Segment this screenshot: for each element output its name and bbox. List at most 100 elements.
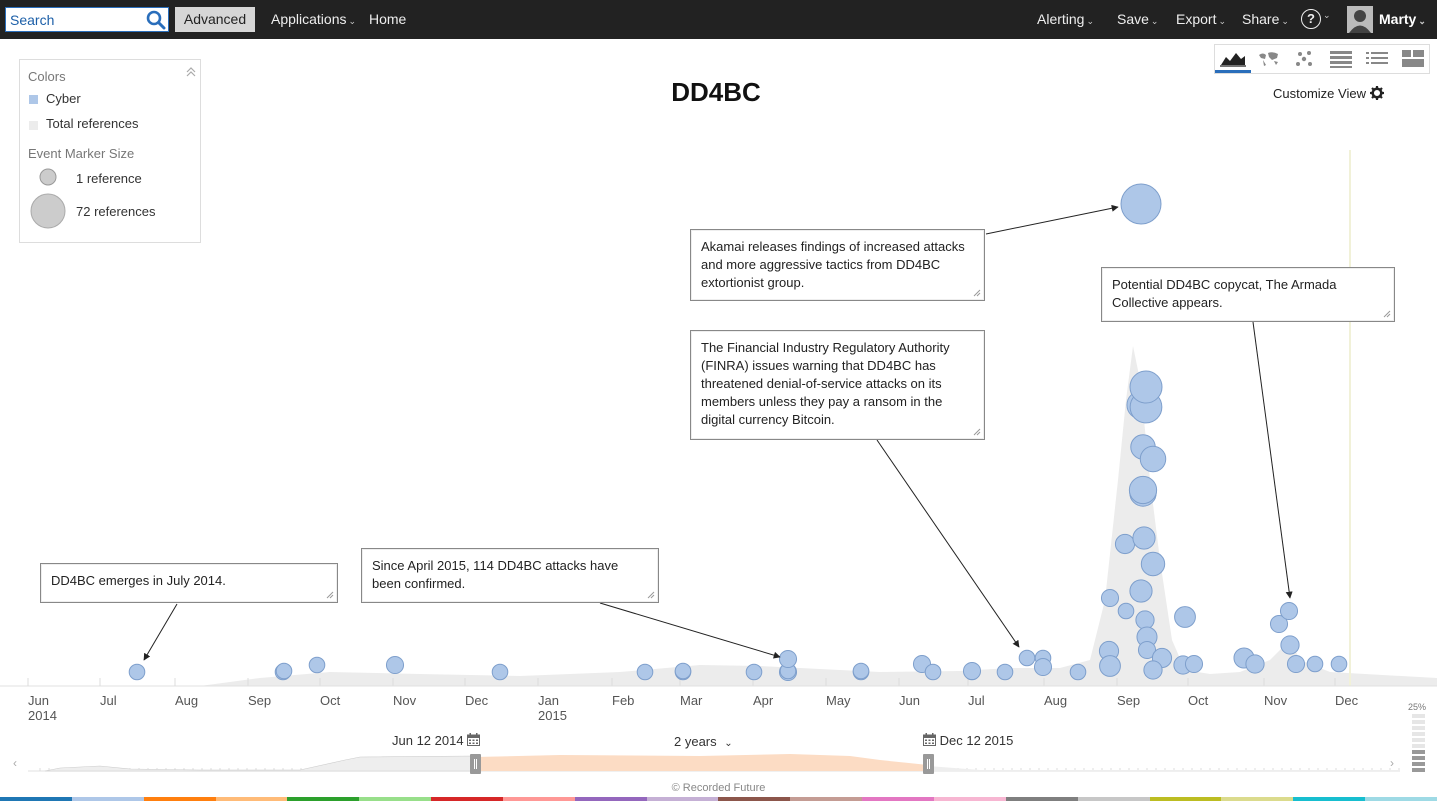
resize-grip-icon[interactable]: [973, 428, 981, 436]
event-marker[interactable]: [1330, 655, 1348, 673]
event-marker[interactable]: [778, 649, 798, 669]
legend-marker-size-title: Event Marker Size: [28, 146, 135, 161]
event-marker[interactable]: [1117, 602, 1135, 620]
event-marker[interactable]: [1100, 588, 1120, 608]
range-start-handle[interactable]: [470, 754, 481, 774]
event-marker[interactable]: [1069, 663, 1087, 681]
event-marker[interactable]: [128, 663, 146, 681]
event-marker[interactable]: [1139, 445, 1167, 473]
event-marker[interactable]: [308, 656, 326, 674]
overview-grey-area: [44, 755, 476, 772]
table-icon: [1330, 51, 1352, 68]
save-menu[interactable]: Save ⌄: [1117, 11, 1158, 27]
chevron-down-icon: ⌄: [1086, 16, 1095, 26]
event-markers: [128, 183, 1348, 682]
user-menu[interactable]: Marty ⌄: [1379, 11, 1426, 27]
search-icon[interactable]: [146, 10, 166, 30]
event-marker[interactable]: [1129, 579, 1153, 603]
event-marker[interactable]: [1184, 654, 1204, 674]
month-name: Jun: [899, 693, 920, 708]
scroll-right-arrow-icon[interactable]: ›: [1390, 756, 1394, 770]
event-marker[interactable]: [1143, 660, 1163, 680]
month-name: Oct: [1188, 693, 1209, 708]
table-view-button[interactable]: [1323, 45, 1359, 73]
total-references-swatch: [29, 121, 38, 130]
month-name: Dec: [1335, 693, 1359, 708]
event-marker[interactable]: [636, 663, 654, 681]
help-icon[interactable]: ?: [1301, 9, 1321, 29]
chevron-down-icon: ⌄: [1150, 16, 1159, 26]
advanced-search-button[interactable]: Advanced: [175, 7, 255, 32]
timeline-view-button[interactable]: [1215, 45, 1251, 73]
event-marker[interactable]: [1280, 635, 1300, 655]
month-name: Dec: [465, 693, 489, 708]
event-marker[interactable]: [1128, 475, 1158, 505]
event-marker[interactable]: [1018, 649, 1036, 667]
share-menu[interactable]: Share ⌄: [1242, 11, 1289, 27]
range-end-handle[interactable]: [923, 754, 934, 774]
network-view-button[interactable]: [1287, 45, 1323, 73]
range-span-label: 2 years: [674, 734, 717, 749]
event-marker[interactable]: [1306, 655, 1324, 673]
event-marker[interactable]: [852, 662, 870, 680]
month-name: Nov: [1264, 693, 1288, 708]
range-span-select[interactable]: 2 years ⌄: [674, 734, 733, 749]
event-marker[interactable]: [1286, 654, 1306, 674]
event-marker[interactable]: [1132, 526, 1156, 550]
grid-view-button[interactable]: [1395, 45, 1431, 73]
user-name: Marty: [1379, 11, 1417, 27]
export-menu[interactable]: Export ⌄: [1176, 11, 1226, 27]
collapse-icon[interactable]: [185, 66, 197, 78]
map-view-button[interactable]: [1251, 45, 1287, 73]
customize-view-button[interactable]: Customize View: [1273, 86, 1384, 101]
event-marker[interactable]: [1279, 601, 1299, 621]
event-marker[interactable]: [1033, 657, 1053, 677]
avatar[interactable]: [1347, 6, 1373, 33]
event-marker[interactable]: [1099, 655, 1121, 677]
event-marker[interactable]: [491, 663, 509, 681]
month-label: Dec: [465, 693, 488, 708]
event-marker[interactable]: [1129, 370, 1163, 404]
event-marker[interactable]: [1245, 654, 1265, 674]
list-view-button[interactable]: [1359, 45, 1395, 73]
applications-menu[interactable]: Applications ⌄: [271, 11, 356, 27]
event-marker[interactable]: [1135, 610, 1155, 630]
alerting-menu[interactable]: Alerting ⌄: [1037, 11, 1094, 27]
event-marker[interactable]: [385, 655, 405, 675]
resize-grip-icon[interactable]: [973, 289, 981, 297]
resize-grip-icon[interactable]: [1383, 310, 1391, 318]
chevron-down-icon[interactable]: ⌄: [1323, 10, 1331, 20]
annotation-emerges[interactable]: DD4BC emerges in July 2014.: [40, 563, 338, 603]
grid-icon: [1402, 50, 1424, 67]
month-name: Oct: [320, 693, 341, 708]
event-marker[interactable]: [745, 663, 763, 681]
event-marker[interactable]: [1120, 183, 1162, 225]
event-marker[interactable]: [275, 662, 293, 680]
event-marker[interactable]: [996, 663, 1014, 681]
annotation-attacks-confirmed[interactable]: Since April 2015, 114 DD4BC attacks have…: [361, 548, 659, 603]
search-input[interactable]: [6, 8, 144, 31]
scroll-left-arrow-icon[interactable]: ‹: [13, 756, 17, 770]
range-end[interactable]: Dec 12 2015: [923, 733, 1013, 748]
event-marker[interactable]: [674, 662, 692, 680]
annotation-finra[interactable]: The Financial Industry Regulatory Author…: [690, 330, 985, 440]
event-marker[interactable]: [924, 663, 942, 681]
zoom-slider[interactable]: [1412, 714, 1425, 772]
event-marker[interactable]: [1140, 551, 1166, 577]
home-link[interactable]: Home: [369, 11, 407, 27]
event-marker[interactable]: [1137, 640, 1157, 660]
gear-icon: [1369, 86, 1384, 100]
resize-grip-icon[interactable]: [326, 591, 334, 599]
resize-grip-icon[interactable]: [647, 591, 655, 599]
annotation-akamai[interactable]: Akamai releases findings of increased at…: [690, 229, 985, 301]
annotation-armada[interactable]: Potential DD4BC copycat, The Armada Coll…: [1101, 267, 1395, 322]
event-marker[interactable]: [1269, 614, 1289, 634]
annotation-text: Since April 2015, 114 DD4BC attacks have…: [372, 558, 619, 591]
range-start[interactable]: Jun 12 2014: [392, 733, 481, 748]
event-marker[interactable]: [1114, 533, 1136, 555]
annotation-text: Potential DD4BC copycat, The Armada Coll…: [1112, 277, 1337, 310]
event-marker[interactable]: [962, 661, 982, 681]
event-marker[interactable]: [1174, 606, 1196, 628]
month-name: Mar: [680, 693, 703, 708]
